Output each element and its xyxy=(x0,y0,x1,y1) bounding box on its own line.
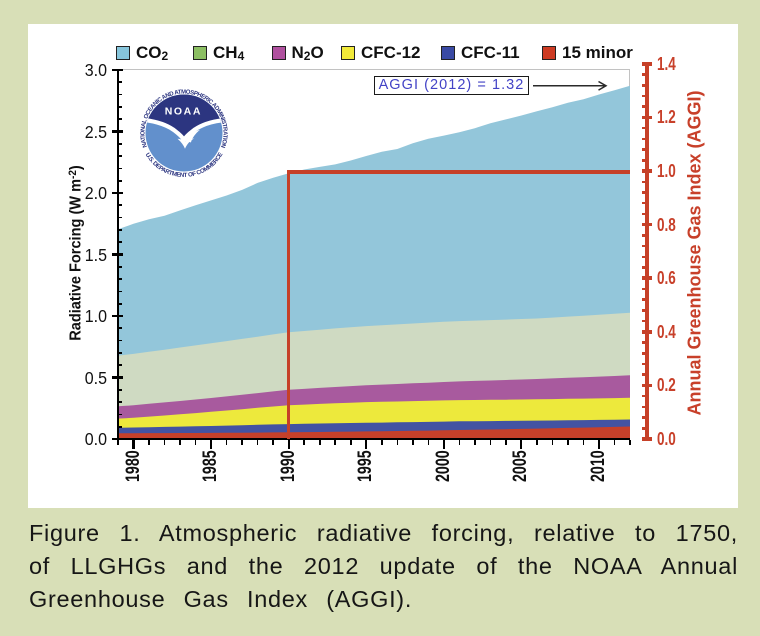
svg-text:NOAA: NOAA xyxy=(165,106,202,118)
